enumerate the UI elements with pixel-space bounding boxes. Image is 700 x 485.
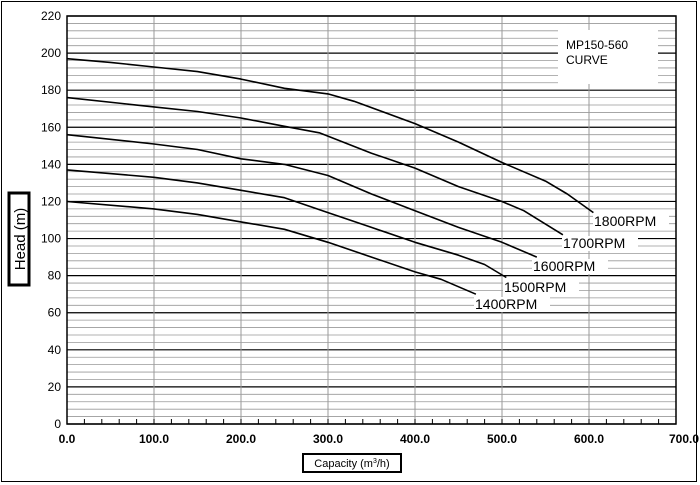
x-tick-label: 400.0 (400, 432, 430, 446)
x-tick-label: 700.0 (669, 432, 699, 446)
series-line-1500rpm (66, 169, 507, 279)
x-tick-label: 0.0 (59, 432, 76, 446)
chart-subtitle: CURVE (566, 53, 608, 67)
series-line-1400rpm (66, 200, 477, 295)
y-tick-label: 60 (48, 306, 62, 320)
series-label-1400rpm: 1400RPM (475, 296, 537, 312)
y-tick-label: 120 (41, 194, 61, 208)
y-axis-title: Head (m) (12, 208, 29, 271)
series-label-1800rpm: 1800RPM (594, 213, 656, 229)
series-line-1800rpm (66, 57, 594, 214)
series-label-bg (593, 214, 669, 229)
y-axis-label: Head (m) (7, 191, 31, 287)
y-tick-label: 220 (41, 9, 61, 23)
series-lines (66, 57, 594, 295)
x-tick-label: 600.0 (574, 432, 604, 446)
y-tick-label: 100 (41, 232, 61, 246)
legend-box: MP150-560 CURVE (558, 30, 658, 84)
x-tick-label: 100.0 (139, 432, 169, 446)
series-line-1600rpm (66, 133, 538, 258)
series-label-bg (503, 280, 579, 295)
series-label-bg (532, 259, 608, 274)
y-tick-label: 0 (54, 417, 61, 431)
x-tick-label: 500.0 (487, 432, 517, 446)
y-tick-label: 200 (41, 46, 61, 60)
series-label-bg (562, 236, 638, 251)
series-label-1700rpm: 1700RPM (563, 235, 625, 251)
x-axis-label: Capacity (m3/h) (302, 453, 402, 473)
series-label-bg (474, 297, 550, 312)
y-tick-label: 40 (48, 343, 62, 357)
series-line-1700rpm (66, 96, 564, 236)
y-tick-label: 140 (41, 157, 61, 171)
y-tick-label: 20 (48, 380, 62, 394)
chart-title: MP150-560 (566, 38, 628, 52)
y-tick-label: 160 (41, 120, 61, 134)
axis-ticks: 0 20 40 60 80 100 120 140 160 180 200 220 0.0 100.0 20… (41, 9, 699, 446)
series-label-1500rpm: 1500RPM (504, 279, 566, 295)
x-tick-label: 200.0 (226, 432, 256, 446)
series-label-1600rpm: 1600RPM (533, 258, 595, 274)
x-tick-label: 300.0 (313, 432, 343, 446)
y-tick-label: 180 (41, 83, 61, 97)
plot-border (66, 15, 677, 425)
y-tick-label: 80 (48, 269, 62, 283)
x-axis-title: Capacity (m3/h) (314, 458, 389, 470)
